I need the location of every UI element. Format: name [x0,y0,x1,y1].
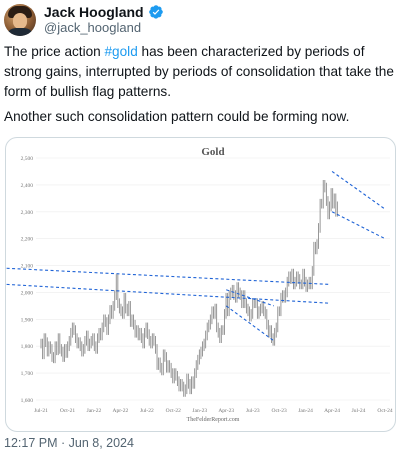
chart-image[interactable]: Gold 1,600 1,700 1,800 1,900 2,000 2,100 2,200 2… [5,137,396,432]
chart-title: Gold [201,146,224,158]
y-tick-label: 1,800 [21,344,34,350]
tweet-text-start: The price action [4,44,105,59]
flag-line [6,283,330,304]
x-tick-label: Oct-24 [377,408,393,414]
y-tick-label: 2,200 [21,237,34,243]
gold-chart: Gold 1,600 1,700 1,800 1,900 2,000 2,100 2,200 2… [6,146,393,423]
tweet-text-end: has been characterized by periods of str… [4,44,394,99]
timestamp[interactable]: 12:17 PM · Jun 8, 2024 [4,436,134,450]
author-name[interactable]: Jack Hoogland [44,4,144,20]
author-row: Jack Hoogland [44,3,164,21]
tweet-text-paragraph-1: The price action #gold has been characte… [4,42,394,102]
flag-line [331,170,386,210]
avatar-shirt [6,28,34,36]
y-tick-label: 1,700 [21,371,34,377]
y-tick-label: 2,400 [21,183,34,189]
avatar-face [13,13,27,29]
hashtag-link[interactable]: #gold [104,44,138,59]
author-handle[interactable]: @jack_hoogland [44,20,142,35]
chart-source: TheFelderReport.com [187,417,240,423]
avatar[interactable] [4,4,36,36]
flag-line [331,211,386,240]
x-tick-label: Jul-24 [352,408,366,414]
x-tick-label: Apr-24 [324,408,340,414]
x-tick-label: Apr-23 [218,408,234,414]
x-tick-label: Jan-23 [192,408,207,414]
x-tick-label: Oct-22 [166,408,182,414]
y-tick-label: 2,000 [21,290,34,296]
verified-badge-icon [148,5,163,19]
x-tick-label: Jul-23 [246,408,260,414]
tweet-text-paragraph-2: Another such consolidation pattern could… [4,109,350,124]
y-tick-label: 2,300 [21,210,34,216]
x-tick-label: Jul-22 [140,408,154,414]
y-tick-label: 1,900 [21,317,34,323]
y-tick-label: 1,600 [21,398,34,404]
x-tick-label: Oct-23 [272,408,288,414]
flag-line [6,267,330,285]
x-tick-label: Jan-22 [87,408,102,414]
x-tick-label: Oct-21 [60,408,76,414]
x-tick-label: Jan-24 [298,408,313,414]
x-tick-label: Jul-21 [34,408,48,414]
flag-line [225,305,275,342]
flag-line [226,289,275,307]
x-tick-label: Apr-22 [112,408,128,414]
y-tick-label: 2,100 [21,264,34,270]
y-tick-label: 2,500 [21,156,34,162]
